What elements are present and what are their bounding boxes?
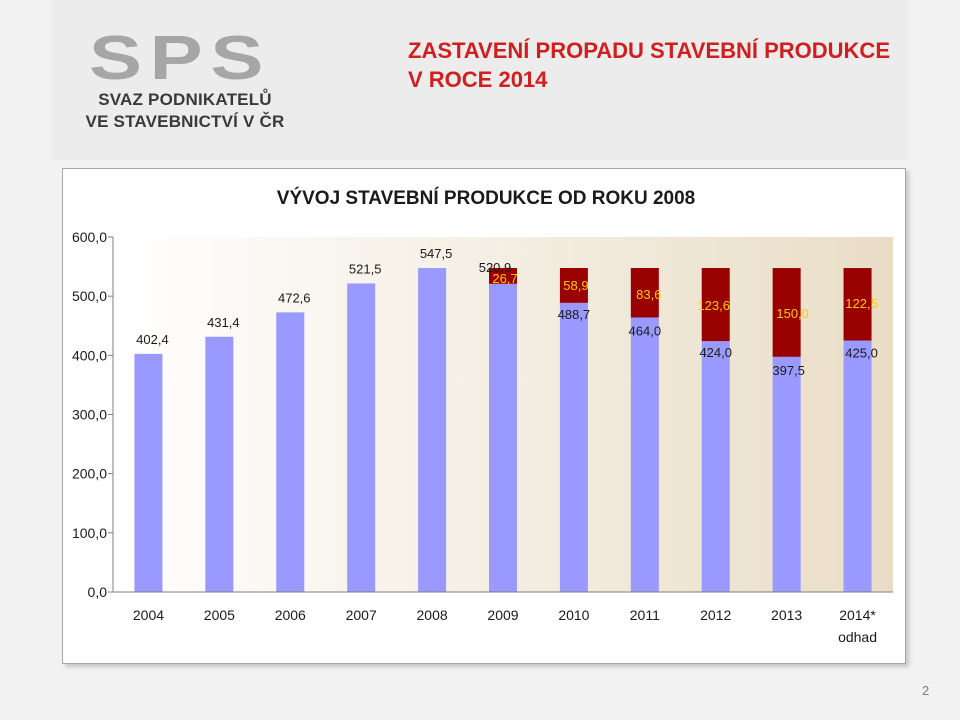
svg-text:SPS: SPS xyxy=(89,30,271,86)
data-label-production: 521,5 xyxy=(349,261,382,276)
y-tick-label: 400,0 xyxy=(72,347,107,363)
bar-decline xyxy=(843,268,872,341)
data-label-production: 424,0 xyxy=(699,345,732,360)
x-tick-sublabel: odhad xyxy=(838,629,877,645)
bar-production xyxy=(630,317,659,592)
x-tick-label: 2014* xyxy=(839,607,876,623)
bar-decline xyxy=(630,268,659,318)
x-tick-label: 2012 xyxy=(700,607,731,623)
y-tick-label: 600,0 xyxy=(72,229,107,245)
x-tick-label: 2006 xyxy=(275,607,306,623)
y-axis: 0,0 100,0 200,0 300,0 400,0 500,0 600,0 xyxy=(72,229,114,600)
data-label-production: 397,5 xyxy=(772,363,805,378)
data-label-decline: 26,7 xyxy=(492,271,517,286)
data-label-decline: 150,0 xyxy=(776,306,809,321)
bar-production xyxy=(772,356,801,592)
x-tick-label: 2008 xyxy=(417,607,448,623)
header-band xyxy=(52,0,908,160)
data-label-production: 425,0 xyxy=(845,346,878,361)
logo-line-2: VE STAVEBNICTVÍ V ČR xyxy=(85,112,285,131)
x-tick-label: 2010 xyxy=(558,607,589,623)
bar-production xyxy=(489,283,517,592)
data-label-production: 547,5 xyxy=(420,246,453,261)
data-label-decline: 58,9 xyxy=(563,278,588,293)
sps-logo-letters: SPS xyxy=(89,30,271,86)
logo-line-1: SVAZ PODNIKATELŮ xyxy=(98,90,272,109)
bar-decline xyxy=(772,268,801,357)
x-tick-label: 2004 xyxy=(133,607,164,623)
data-label-production: 464,0 xyxy=(629,323,662,338)
slide-title-line-1: ZASTAVENÍ PROPADU STAVEBNÍ PRODUKCE xyxy=(408,38,890,63)
x-tick-label: 2005 xyxy=(204,607,235,623)
bar-production xyxy=(134,353,163,592)
chart-title: VÝVOJ STAVEBNÍ PRODUKCE OD ROKU 2008 xyxy=(276,188,696,209)
sps-logo: SPS SVAZ PODNIKATELŮ VE STAVEBNICTVÍ V Č… xyxy=(85,30,285,140)
y-tick-label: 300,0 xyxy=(72,407,107,423)
data-label-production: 431,4 xyxy=(207,315,240,330)
data-label-production: 472,6 xyxy=(278,290,311,305)
y-tick-label: 200,0 xyxy=(72,466,107,482)
bars xyxy=(134,268,872,592)
y-tick-label: 500,0 xyxy=(72,288,107,304)
y-tick-label: 0,0 xyxy=(88,584,108,600)
bar-production xyxy=(701,341,730,592)
data-labels: 402,4 431,4 472,6 521,5 547,5 520,926,7 488,7 5… xyxy=(136,246,878,378)
bar-production xyxy=(205,336,234,592)
bar-decline xyxy=(701,268,730,342)
slide-title-line-2: V ROCE 2014 xyxy=(408,67,548,92)
bar-production xyxy=(843,340,872,592)
data-label-production: 488,7 xyxy=(558,307,591,322)
bar-decline xyxy=(489,268,517,284)
bar-production xyxy=(347,283,376,592)
x-tick-label: 2013 xyxy=(771,607,802,623)
x-tick-label: 2011 xyxy=(630,607,660,623)
slide-title: ZASTAVENÍ PROPADU STAVEBNÍ PRODUKCE V RO… xyxy=(408,36,908,94)
page-number: 2 xyxy=(922,683,930,698)
x-tick-label: 2009 xyxy=(487,607,518,623)
data-label-decline: 123,6 xyxy=(697,298,730,313)
data-label-decline: 83,6 xyxy=(636,287,661,302)
x-tick-label: 2007 xyxy=(346,607,377,623)
bar-production xyxy=(276,312,305,592)
data-label-production: 520,9 xyxy=(479,260,512,275)
bar-production xyxy=(418,268,447,592)
y-tick-label: 100,0 xyxy=(72,525,107,541)
bar-decline xyxy=(559,268,588,303)
bar-production xyxy=(559,302,588,592)
data-label-production: 402,4 xyxy=(136,332,169,347)
data-label-decline: 122,5 xyxy=(845,296,878,311)
x-axis: 2004 2005 2006 2007 2008 2009 2010 2011 2012 2013… xyxy=(113,591,893,645)
